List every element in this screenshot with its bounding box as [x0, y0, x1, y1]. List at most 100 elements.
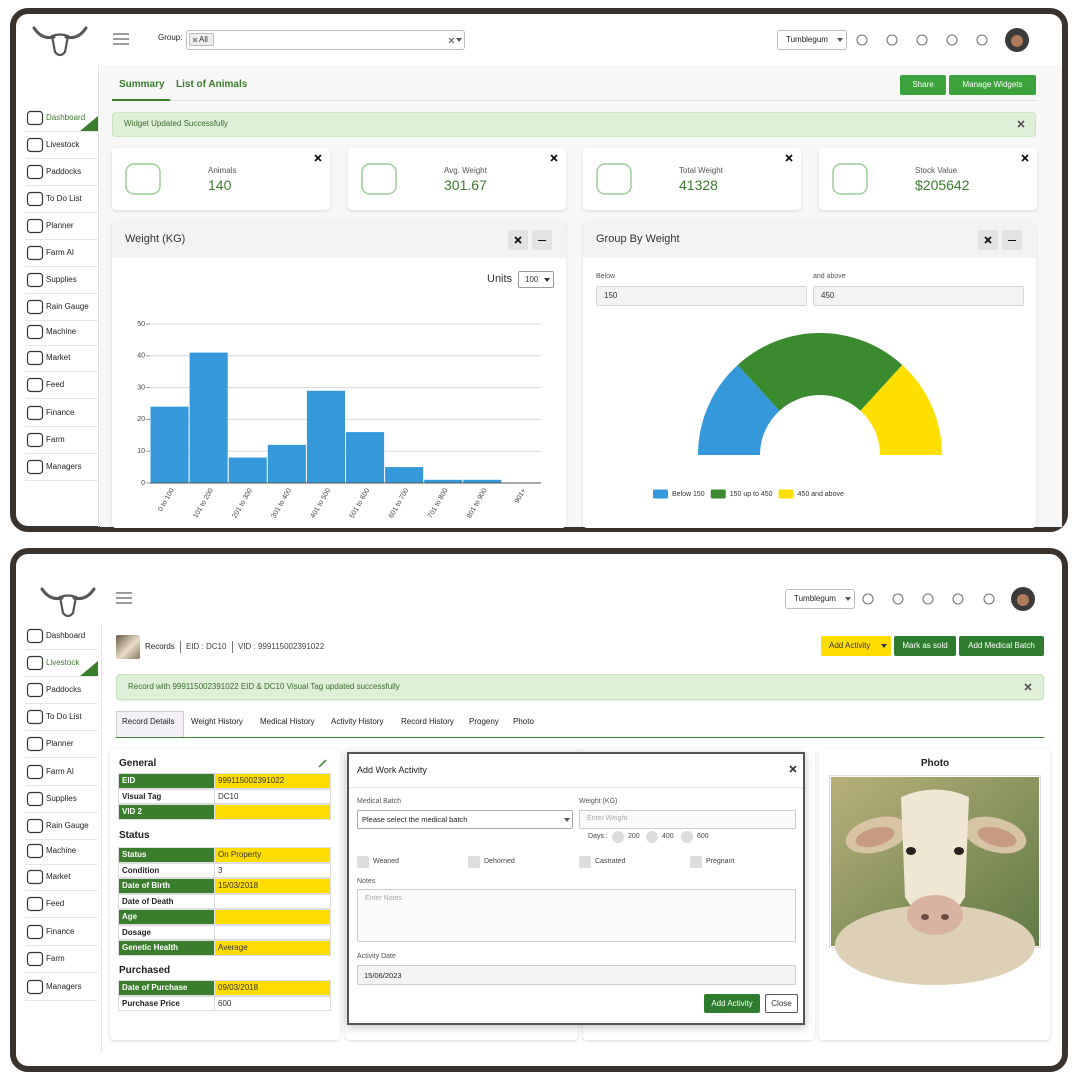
- checkbox-label[interactable]: Castrated: [595, 857, 626, 865]
- toolbar-icon[interactable]: [922, 593, 934, 605]
- batch-select[interactable]: [357, 810, 573, 829]
- close-icon[interactable]: [514, 236, 522, 244]
- close-button[interactable]: [765, 994, 798, 1013]
- checkbox-label[interactable]: Weaned: [373, 857, 399, 865]
- submit-button[interactable]: [704, 994, 760, 1013]
- close-icon[interactable]: [1017, 120, 1025, 128]
- toolbar-icon[interactable]: [892, 593, 904, 605]
- menu-toggle[interactable]: [113, 33, 129, 45]
- nav-item[interactable]: Dashboard: [46, 113, 86, 123]
- nav-item[interactable]: Livestock: [46, 658, 80, 668]
- nav-item[interactable]: Finance: [46, 408, 75, 418]
- nav-item[interactable]: Rain Gauge: [46, 302, 89, 312]
- units-select[interactable]: [518, 271, 554, 288]
- submit-button-label[interactable]: Add Activity: [711, 998, 753, 1008]
- nav-item[interactable]: Rain Gauge: [46, 821, 89, 831]
- nav-item[interactable]: Farm: [46, 954, 65, 964]
- nav-item[interactable]: Machine: [46, 846, 77, 856]
- nav-item[interactable]: Dashboard: [46, 631, 86, 641]
- radio[interactable]: [646, 831, 658, 843]
- tab[interactable]: Progeny: [469, 717, 499, 727]
- group-select[interactable]: [186, 30, 465, 50]
- nav-item[interactable]: Farm: [46, 435, 65, 445]
- farm-select-value[interactable]: Tumblegum: [794, 594, 836, 604]
- close-icon[interactable]: [448, 37, 454, 43]
- nav-item[interactable]: Planner: [46, 221, 74, 231]
- menu-toggle[interactable]: [116, 592, 132, 604]
- manage-widgets-button[interactable]: [949, 75, 1036, 95]
- nav-item[interactable]: Livestock: [46, 140, 80, 150]
- checkbox[interactable]: [357, 856, 369, 868]
- radio[interactable]: [612, 831, 624, 843]
- radio-label[interactable]: 200: [628, 832, 640, 840]
- above-input[interactable]: [813, 286, 1024, 306]
- date-value[interactable]: 15/06/2023: [364, 970, 402, 980]
- nav-item[interactable]: To Do List: [46, 194, 82, 204]
- nav-item[interactable]: Planner: [46, 739, 74, 749]
- nav-item[interactable]: Feed: [46, 899, 65, 909]
- nav-item[interactable]: Market: [46, 872, 71, 882]
- tab[interactable]: Record History: [401, 717, 454, 727]
- close-icon[interactable]: [550, 154, 558, 162]
- below-value[interactable]: 150: [604, 291, 618, 301]
- medical-batch-button[interactable]: [959, 636, 1044, 656]
- manage-widgets-button-label[interactable]: Manage Widgets: [962, 80, 1023, 90]
- notes-placeholder[interactable]: Enter Notes: [365, 894, 402, 902]
- nav-item[interactable]: Supplies: [46, 275, 77, 285]
- close-icon[interactable]: [789, 765, 797, 773]
- tab[interactable]: Summary: [119, 79, 165, 90]
- tab[interactable]: Photo: [513, 717, 534, 727]
- units-value[interactable]: 100: [525, 274, 539, 284]
- close-icon[interactable]: [314, 154, 322, 162]
- toolbar-icon[interactable]: [862, 593, 874, 605]
- toolbar-icon[interactable]: [886, 34, 898, 46]
- user-avatar[interactable]: [1005, 28, 1029, 52]
- toolbar-icon[interactable]: [952, 593, 964, 605]
- nav-item[interactable]: Feed: [46, 380, 65, 390]
- nav-item[interactable]: Machine: [46, 327, 77, 337]
- farm-select[interactable]: [785, 589, 855, 609]
- nav-item[interactable]: Market: [46, 353, 71, 363]
- mark-sold-button[interactable]: [894, 636, 956, 656]
- checkbox-label[interactable]: Pregnant: [706, 857, 735, 865]
- close-icon[interactable]: [785, 154, 793, 162]
- edit-icon[interactable]: [318, 759, 327, 768]
- farm-select[interactable]: [777, 30, 847, 50]
- close-icon[interactable]: [1024, 683, 1032, 691]
- radio[interactable]: [681, 831, 693, 843]
- nav-item[interactable]: To Do List: [46, 712, 82, 722]
- tab[interactable]: Medical History: [260, 717, 315, 727]
- nav-item[interactable]: Supplies: [46, 794, 77, 804]
- below-input[interactable]: [596, 286, 807, 306]
- toolbar-icon[interactable]: [976, 34, 988, 46]
- batch-placeholder[interactable]: Please select the medical batch: [362, 815, 468, 824]
- medical-batch-button-label[interactable]: Add Medical Batch: [968, 641, 1035, 651]
- toolbar-icon[interactable]: [983, 593, 995, 605]
- share-button-label[interactable]: Share: [912, 80, 934, 90]
- nav-item[interactable]: Farm AI: [46, 248, 75, 258]
- nav-item[interactable]: Managers: [46, 462, 82, 472]
- nav-item[interactable]: Managers: [46, 982, 82, 992]
- checkbox[interactable]: [579, 856, 591, 868]
- date-input[interactable]: [357, 965, 796, 985]
- share-button[interactable]: [900, 75, 946, 95]
- radio-label[interactable]: 400: [662, 832, 674, 840]
- weight-input[interactable]: [579, 810, 796, 829]
- nav-item[interactable]: Paddocks: [46, 685, 82, 695]
- tab[interactable]: Weight History: [191, 717, 243, 727]
- user-avatar[interactable]: [1011, 587, 1035, 611]
- weight-placeholder[interactable]: Enter Weight: [587, 815, 628, 823]
- nav-item[interactable]: Finance: [46, 927, 75, 937]
- checkbox-label[interactable]: Dehorned: [484, 857, 515, 865]
- close-icon[interactable]: [192, 37, 198, 42]
- nav-item[interactable]: Paddocks: [46, 167, 82, 177]
- toolbar-icon[interactable]: [946, 34, 958, 46]
- notes-input[interactable]: [357, 889, 796, 942]
- above-value[interactable]: 450: [821, 291, 835, 301]
- add-activity-button[interactable]: [821, 636, 891, 656]
- add-activity-label[interactable]: Add Activity: [829, 641, 871, 651]
- checkbox[interactable]: [468, 856, 480, 868]
- close-button-label[interactable]: Close: [771, 998, 792, 1008]
- farm-select-value[interactable]: Tumblegum: [786, 35, 828, 45]
- checkbox[interactable]: [690, 856, 702, 868]
